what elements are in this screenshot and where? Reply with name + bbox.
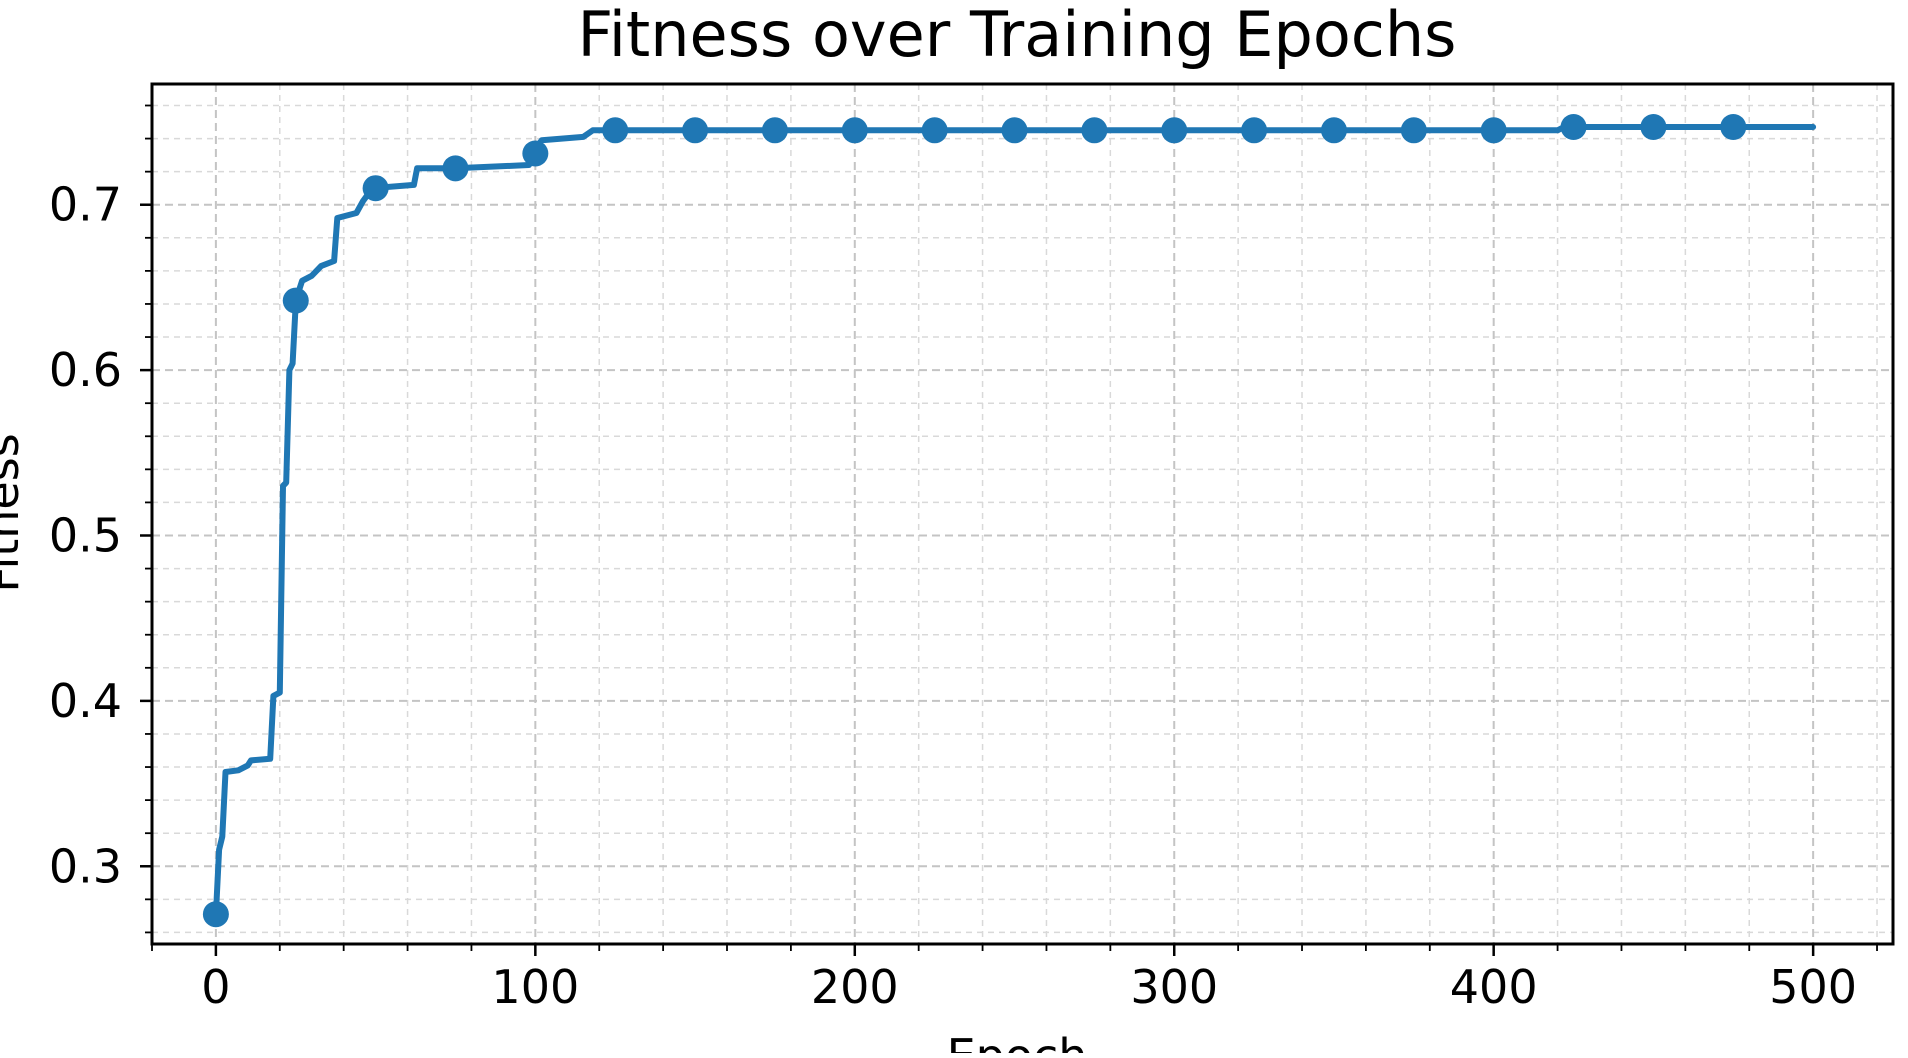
data-point	[1720, 114, 1747, 140]
x-tick-label: 300	[1130, 960, 1218, 1014]
y-tick-label: 0.5	[49, 509, 122, 563]
x-tick-label: 100	[491, 960, 579, 1014]
data-point	[442, 155, 469, 182]
data-point	[522, 140, 549, 167]
data-point	[1001, 117, 1028, 144]
data-point	[362, 175, 389, 202]
data-point	[841, 117, 868, 144]
data-point	[921, 117, 948, 144]
grid	[152, 84, 1893, 944]
data-point	[1241, 117, 1268, 144]
plot-frame	[150, 82, 1895, 946]
chart-title: Fitness over Training Epochs	[578, 0, 1457, 71]
x-tick-label: 200	[811, 960, 899, 1014]
data-point	[602, 117, 629, 144]
data-point	[682, 117, 709, 144]
data-point	[202, 901, 229, 928]
series-line	[212, 124, 1817, 918]
data-point	[282, 287, 309, 314]
axes: 0 100 200 300 400 500 0.3 0.4 0.5 0.6 0.7	[49, 104, 1878, 1014]
y-tick-label: 0.4	[49, 674, 122, 728]
series	[202, 114, 1817, 928]
data-point	[1560, 114, 1587, 140]
data-point	[761, 117, 788, 144]
y-tick-label: 0.3	[49, 839, 122, 893]
y-tick-label: 0.7	[49, 178, 122, 232]
data-point	[1400, 117, 1427, 144]
data-point	[1161, 117, 1188, 144]
data-point	[1081, 117, 1108, 144]
x-axis-label: Epoch	[947, 1029, 1088, 1053]
data-point	[1320, 117, 1347, 144]
y-axis-label: Fitness	[0, 433, 29, 592]
x-tick-label: 400	[1450, 960, 1538, 1014]
data-point	[1640, 114, 1667, 140]
x-tick-label: 500	[1769, 960, 1857, 1014]
y-tick-label: 0.6	[49, 343, 122, 397]
data-point	[1480, 117, 1507, 144]
x-tick-label: 0	[201, 960, 230, 1014]
